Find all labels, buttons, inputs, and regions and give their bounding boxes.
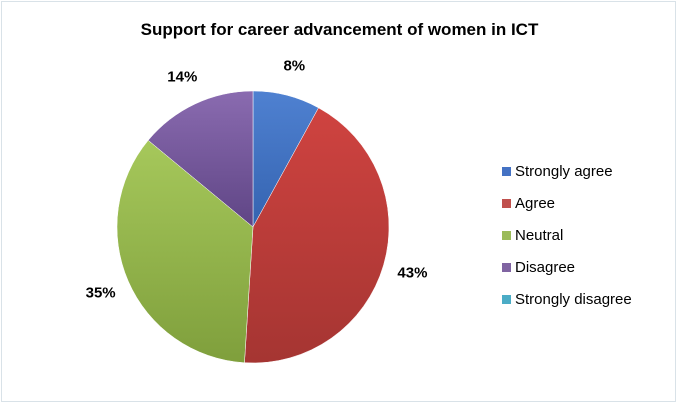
legend-swatch — [502, 294, 511, 304]
legend-item-strongly-agree: Strongly agree — [502, 155, 632, 187]
pie-slice-neutral — [116, 139, 254, 363]
pie-slice-disagree — [147, 90, 254, 228]
legend-label: Strongly agree — [515, 162, 613, 180]
legend-label: Disagree — [515, 258, 576, 276]
chart-title: Support for career advancement of women … — [140, 20, 539, 39]
data-label-disagree: 14% — [167, 68, 198, 86]
legend-item-disagree: Disagree — [502, 251, 632, 283]
legend-swatch — [502, 198, 511, 208]
legend-label: Strongly disagree — [515, 290, 632, 308]
legend-item-strongly-disagree: Strongly disagree — [502, 283, 632, 315]
legend-item-agree: Agree — [502, 187, 632, 219]
legend-swatch — [502, 262, 511, 272]
legend-item-neutral: Neutral — [502, 219, 632, 251]
legend-swatch — [502, 166, 511, 176]
data-label-agree: 43% — [397, 264, 428, 282]
legend-swatch — [502, 230, 511, 240]
data-label-neutral: 35% — [85, 284, 116, 302]
legend-label: Neutral — [515, 226, 564, 244]
legend: Strongly agree Agree Neutral Disagree Strong… — [502, 155, 632, 315]
legend-label: Agree — [515, 194, 556, 212]
data-label-strongly-agree: 8% — [283, 57, 306, 75]
pie-slice-agree — [244, 107, 390, 364]
